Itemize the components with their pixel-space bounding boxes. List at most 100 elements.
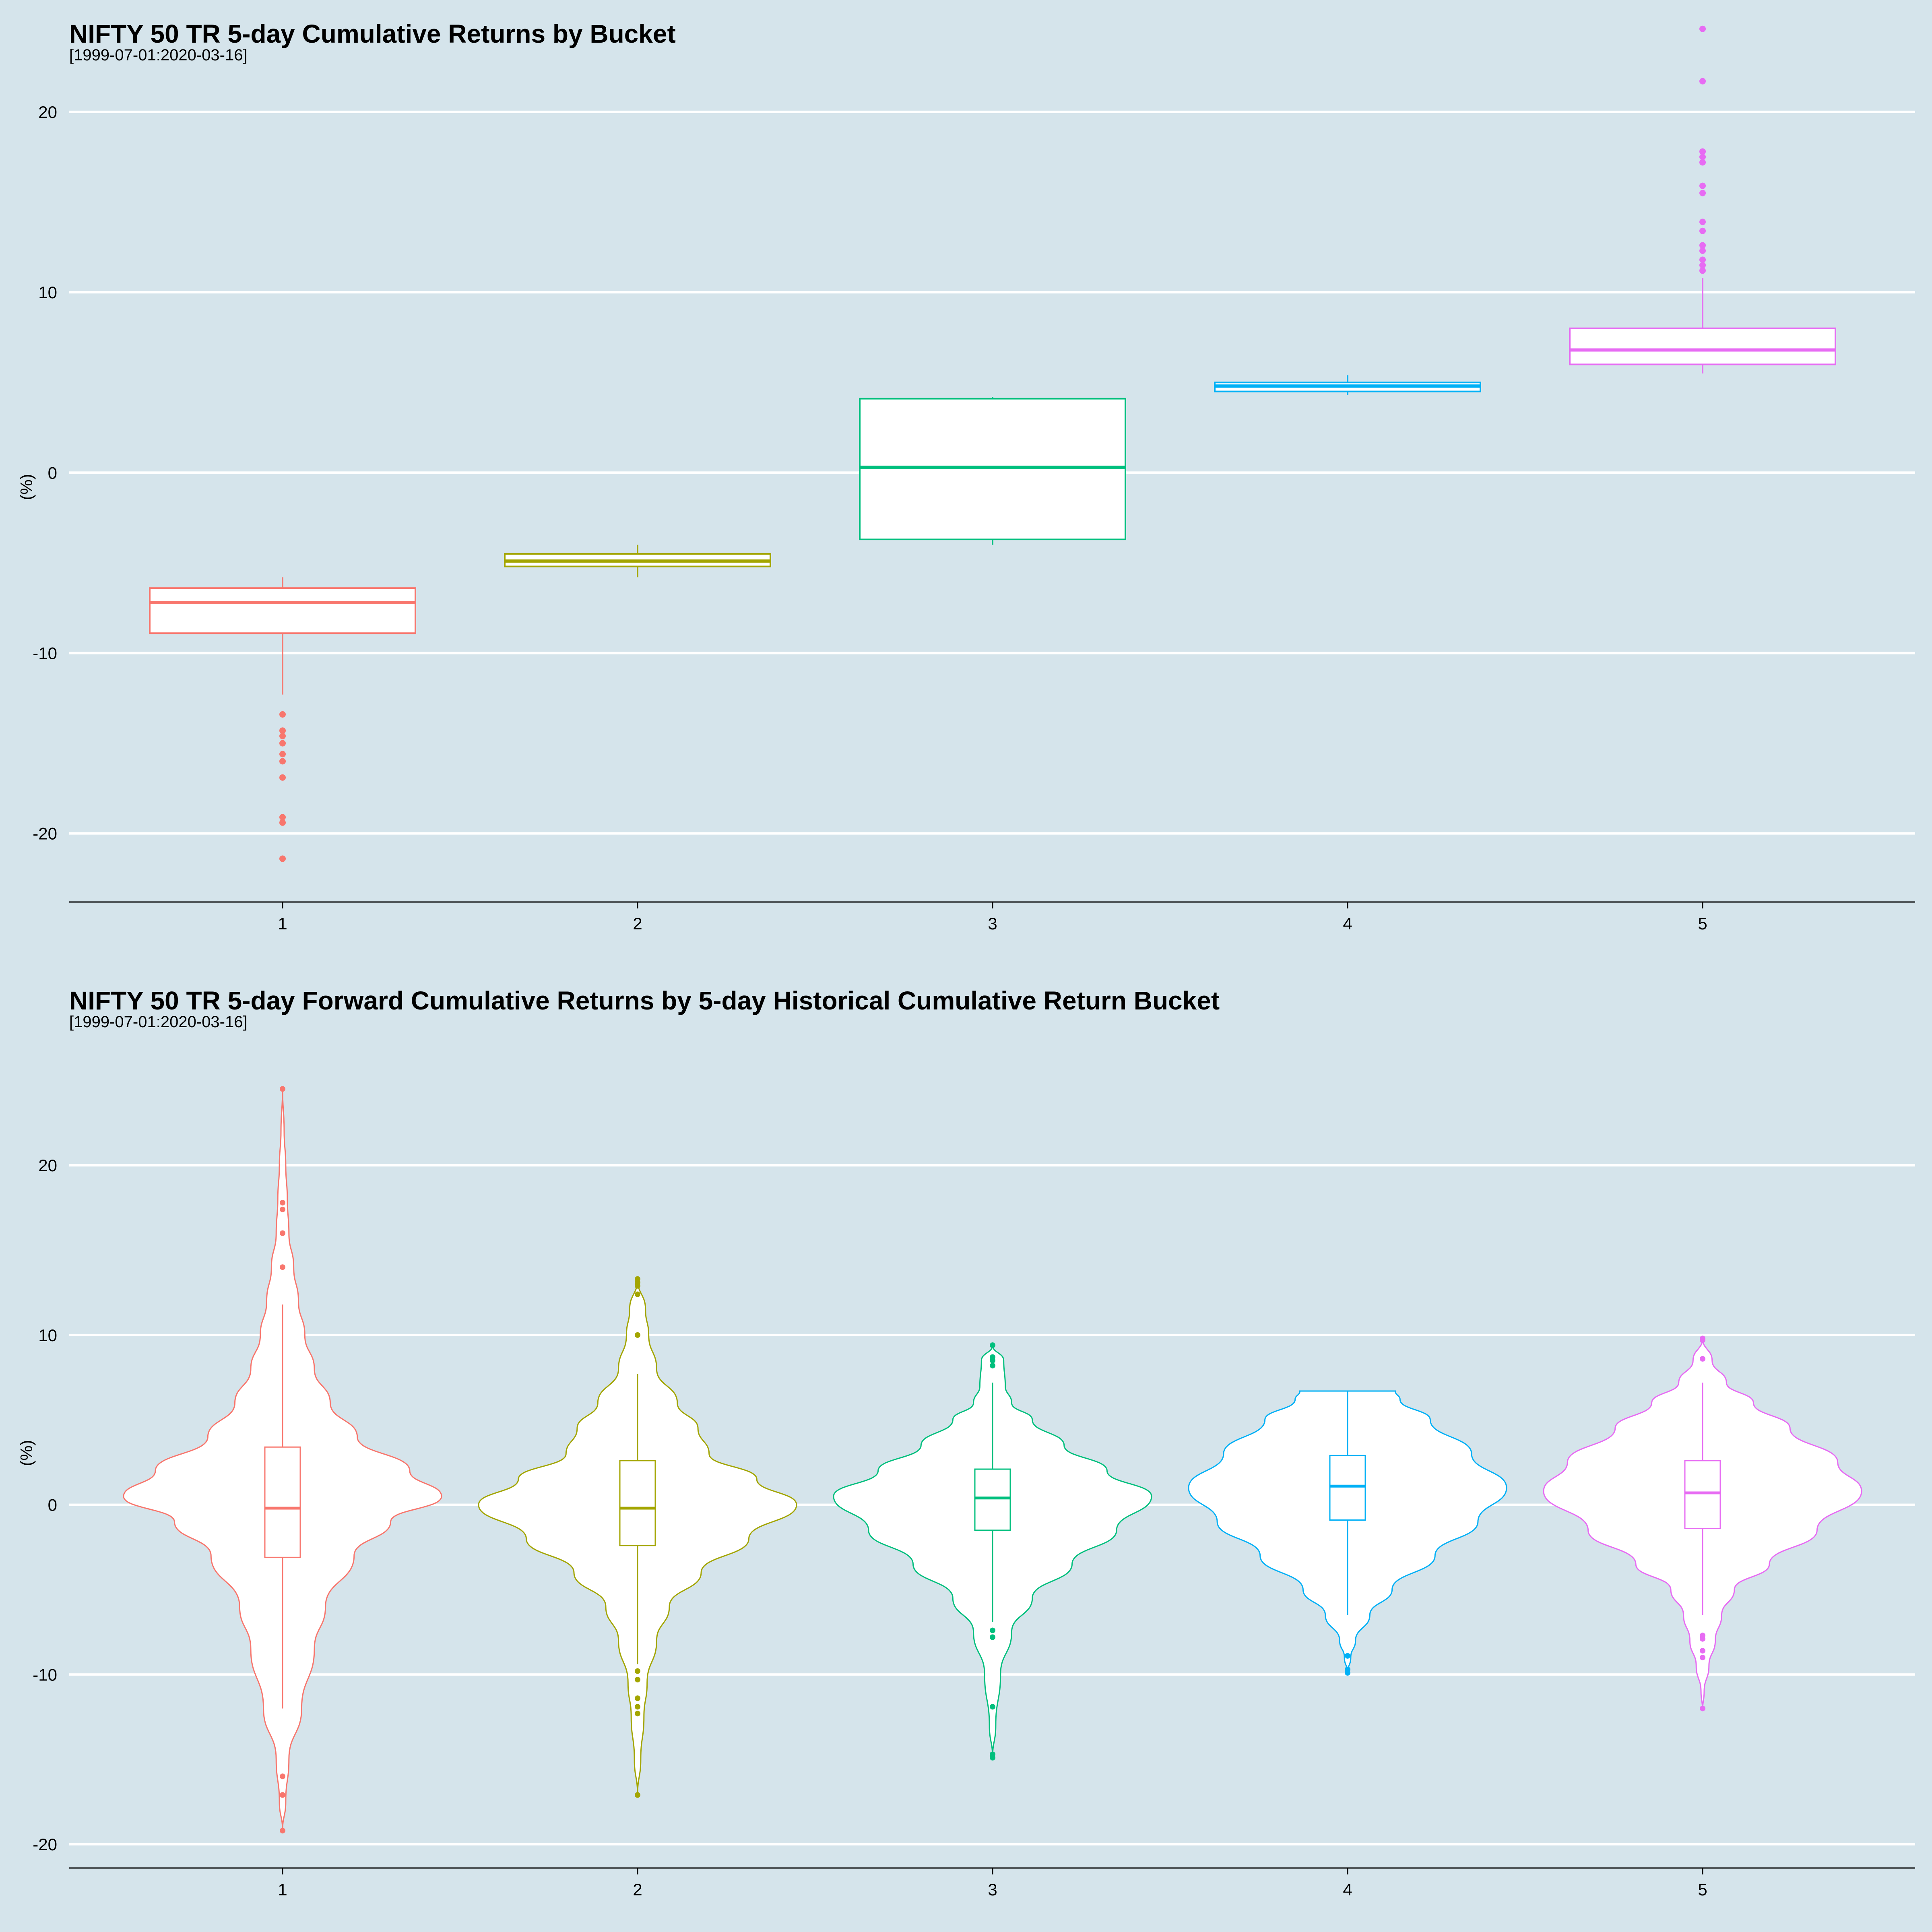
outlier-point [1699, 159, 1706, 166]
outlier-point [1700, 1356, 1705, 1362]
y-tick-label: 10 [38, 283, 57, 302]
outlier-point [635, 1711, 640, 1717]
y-axis-label: (%) [17, 474, 36, 500]
chart-subtitle: [1999-07-01:2020-03-16] [69, 1013, 248, 1031]
y-tick-label: -20 [33, 1835, 57, 1854]
outlier-point [1699, 247, 1706, 254]
outlier-point [1699, 78, 1706, 85]
outlier-point [635, 1676, 640, 1682]
outlier-point [635, 1668, 640, 1674]
outlier-point [280, 1199, 285, 1205]
outlier-point [280, 1264, 285, 1270]
outlier-point [1699, 153, 1706, 160]
x-axis-ticks: 1 2 3 4 5 [278, 1868, 1707, 1899]
outlier-point [635, 1332, 640, 1338]
box-iqr [859, 398, 1126, 541]
y-axis-label: (%) [17, 1440, 36, 1466]
violin-marks [123, 1086, 1862, 1834]
chart-title: NIFTY 50 TR 5-day Forward Cumulative Ret… [69, 986, 1220, 1015]
x-tick-label: 5 [1698, 914, 1707, 933]
outlier-point [279, 774, 286, 781]
outlier-point [279, 758, 286, 765]
outlier-point [990, 1704, 995, 1710]
outlier-point [1699, 190, 1706, 196]
y-tick-label: -10 [33, 644, 57, 663]
outlier-point [279, 814, 286, 821]
outlier-point [1699, 25, 1706, 32]
outlier-point [635, 1704, 640, 1710]
outlier-point [279, 740, 286, 747]
outlier-point [279, 711, 286, 718]
boxplot-panel: NIFTY 50 TR 5-day Cumulative Returns by … [17, 19, 1915, 933]
y-tick-label: 20 [38, 103, 57, 122]
outlier-point [1699, 242, 1706, 249]
box-iqr [974, 1468, 1011, 1531]
box-iqr [149, 587, 416, 634]
outlier-point [1345, 1653, 1350, 1659]
y-tick-label: 0 [48, 1496, 57, 1515]
y-axis-ticks: -20 -10 0 10 20 [33, 103, 57, 843]
outlier-point [990, 1627, 995, 1633]
y-tick-label: -20 [33, 824, 57, 843]
x-tick-label: 2 [633, 1880, 642, 1899]
gridlines [69, 110, 1915, 835]
outlier-point [635, 1695, 640, 1701]
outlier-point [990, 1751, 995, 1757]
outlier-point [1345, 1666, 1350, 1672]
outlier-point [1699, 219, 1706, 225]
outlier-point [1699, 267, 1706, 274]
box-iqr [1569, 327, 1836, 365]
outlier-point [280, 1230, 285, 1236]
box-iqr [619, 1460, 656, 1546]
box-marks [149, 25, 1836, 862]
outlier-point [279, 727, 286, 734]
outlier-point [990, 1362, 995, 1368]
outlier-point [1699, 262, 1706, 268]
violin-panel: NIFTY 50 TR 5-day Forward Cumulative Ret… [17, 986, 1915, 1899]
outlier-point [279, 855, 286, 862]
outlier-point [1700, 1648, 1705, 1654]
outlier-point [635, 1792, 640, 1798]
outlier-point [280, 1086, 285, 1092]
outlier-point [1699, 256, 1706, 263]
outlier-point [1700, 1705, 1705, 1711]
outlier-point [279, 819, 286, 826]
y-axis-ticks: -20 -10 0 10 20 [33, 1156, 57, 1854]
x-tick-label: 1 [278, 914, 287, 933]
outlier-point [990, 1354, 995, 1360]
outlier-point [280, 1206, 285, 1212]
outlier-point [279, 751, 286, 758]
y-tick-label: 0 [48, 463, 57, 482]
outlier-point [280, 1792, 285, 1798]
outlier-point [635, 1291, 640, 1297]
outlier-point [1700, 1335, 1705, 1342]
x-tick-label: 2 [633, 914, 642, 933]
outlier-point [1699, 148, 1706, 155]
y-tick-label: 10 [38, 1326, 57, 1345]
y-tick-label: -10 [33, 1665, 57, 1684]
outlier-point [280, 1773, 285, 1779]
x-tick-label: 4 [1343, 1880, 1352, 1899]
x-axis-ticks: 1 2 3 4 5 [278, 902, 1707, 933]
outlier-point [1700, 1655, 1705, 1661]
x-tick-label: 3 [988, 914, 997, 933]
box-iqr [1329, 1455, 1366, 1521]
outlier-point [1699, 227, 1706, 234]
x-tick-label: 1 [278, 1880, 287, 1899]
outlier-point [1699, 182, 1706, 189]
outlier-point [280, 1828, 285, 1834]
outlier-point [990, 1342, 995, 1348]
x-tick-label: 5 [1698, 1880, 1707, 1899]
outlier-point [279, 733, 286, 739]
chart-title: NIFTY 50 TR 5-day Cumulative Returns by … [69, 19, 676, 48]
x-tick-label: 4 [1343, 914, 1352, 933]
y-tick-label: 20 [38, 1156, 57, 1175]
outlier-point [1700, 1633, 1705, 1639]
box-iqr [1684, 1460, 1721, 1530]
box-iqr [264, 1446, 301, 1558]
x-tick-label: 3 [988, 1880, 997, 1899]
outlier-point [990, 1634, 995, 1640]
chart-subtitle: [1999-07-01:2020-03-16] [69, 46, 248, 64]
outlier-point [635, 1276, 640, 1282]
